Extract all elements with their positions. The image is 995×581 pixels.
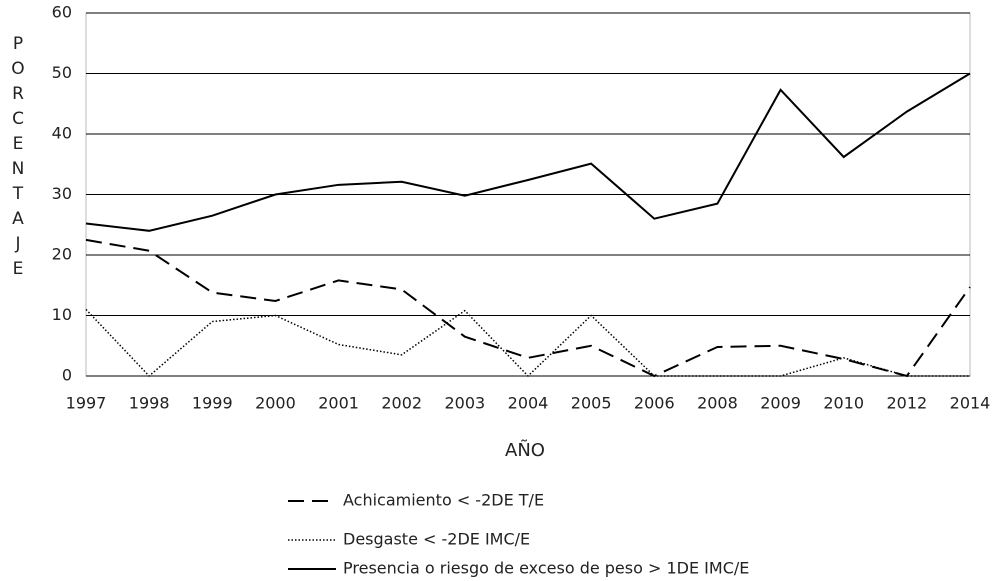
y-tick-label: 40	[52, 124, 72, 143]
y-tick-label: 0	[62, 366, 72, 385]
x-tick-label: 2012	[886, 394, 927, 413]
y-axis-label: PORCENTAJE	[8, 34, 28, 284]
x-tick-label: 1999	[192, 394, 233, 413]
x-tick-label: 1998	[129, 394, 170, 413]
x-tick-label: 2000	[255, 394, 296, 413]
x-tick-label: 1997	[66, 394, 107, 413]
x-tick-label: 2010	[823, 394, 864, 413]
x-tick-label: 2006	[634, 394, 675, 413]
x-tick-label: 2004	[508, 394, 549, 413]
y-tick-label: 10	[52, 305, 72, 324]
series-line	[85, 238, 971, 378]
legend-label: Presencia o riesgo de exceso de peso > 1…	[343, 559, 749, 578]
series-line	[85, 308, 970, 378]
legend-label: Desgaste < -2DE IMC/E	[343, 530, 530, 549]
x-tick-label: 2003	[444, 394, 485, 413]
y-tick-label: 50	[52, 63, 72, 82]
y-tick-label: 20	[52, 245, 72, 264]
y-tick-label: 60	[52, 3, 72, 22]
x-tick-label: 2005	[571, 394, 612, 413]
legend-label: Achicamiento < -2DE T/E	[343, 491, 544, 510]
x-tick-label: 2014	[950, 394, 991, 413]
x-tick-label: 2009	[760, 394, 801, 413]
y-tick-label: 30	[52, 184, 72, 203]
x-axis-label: AÑO	[505, 439, 545, 461]
x-tick-label: 2002	[381, 394, 422, 413]
x-tick-label: 2008	[697, 394, 738, 413]
x-tick-label: 2001	[318, 394, 359, 413]
series-line	[85, 72, 971, 232]
